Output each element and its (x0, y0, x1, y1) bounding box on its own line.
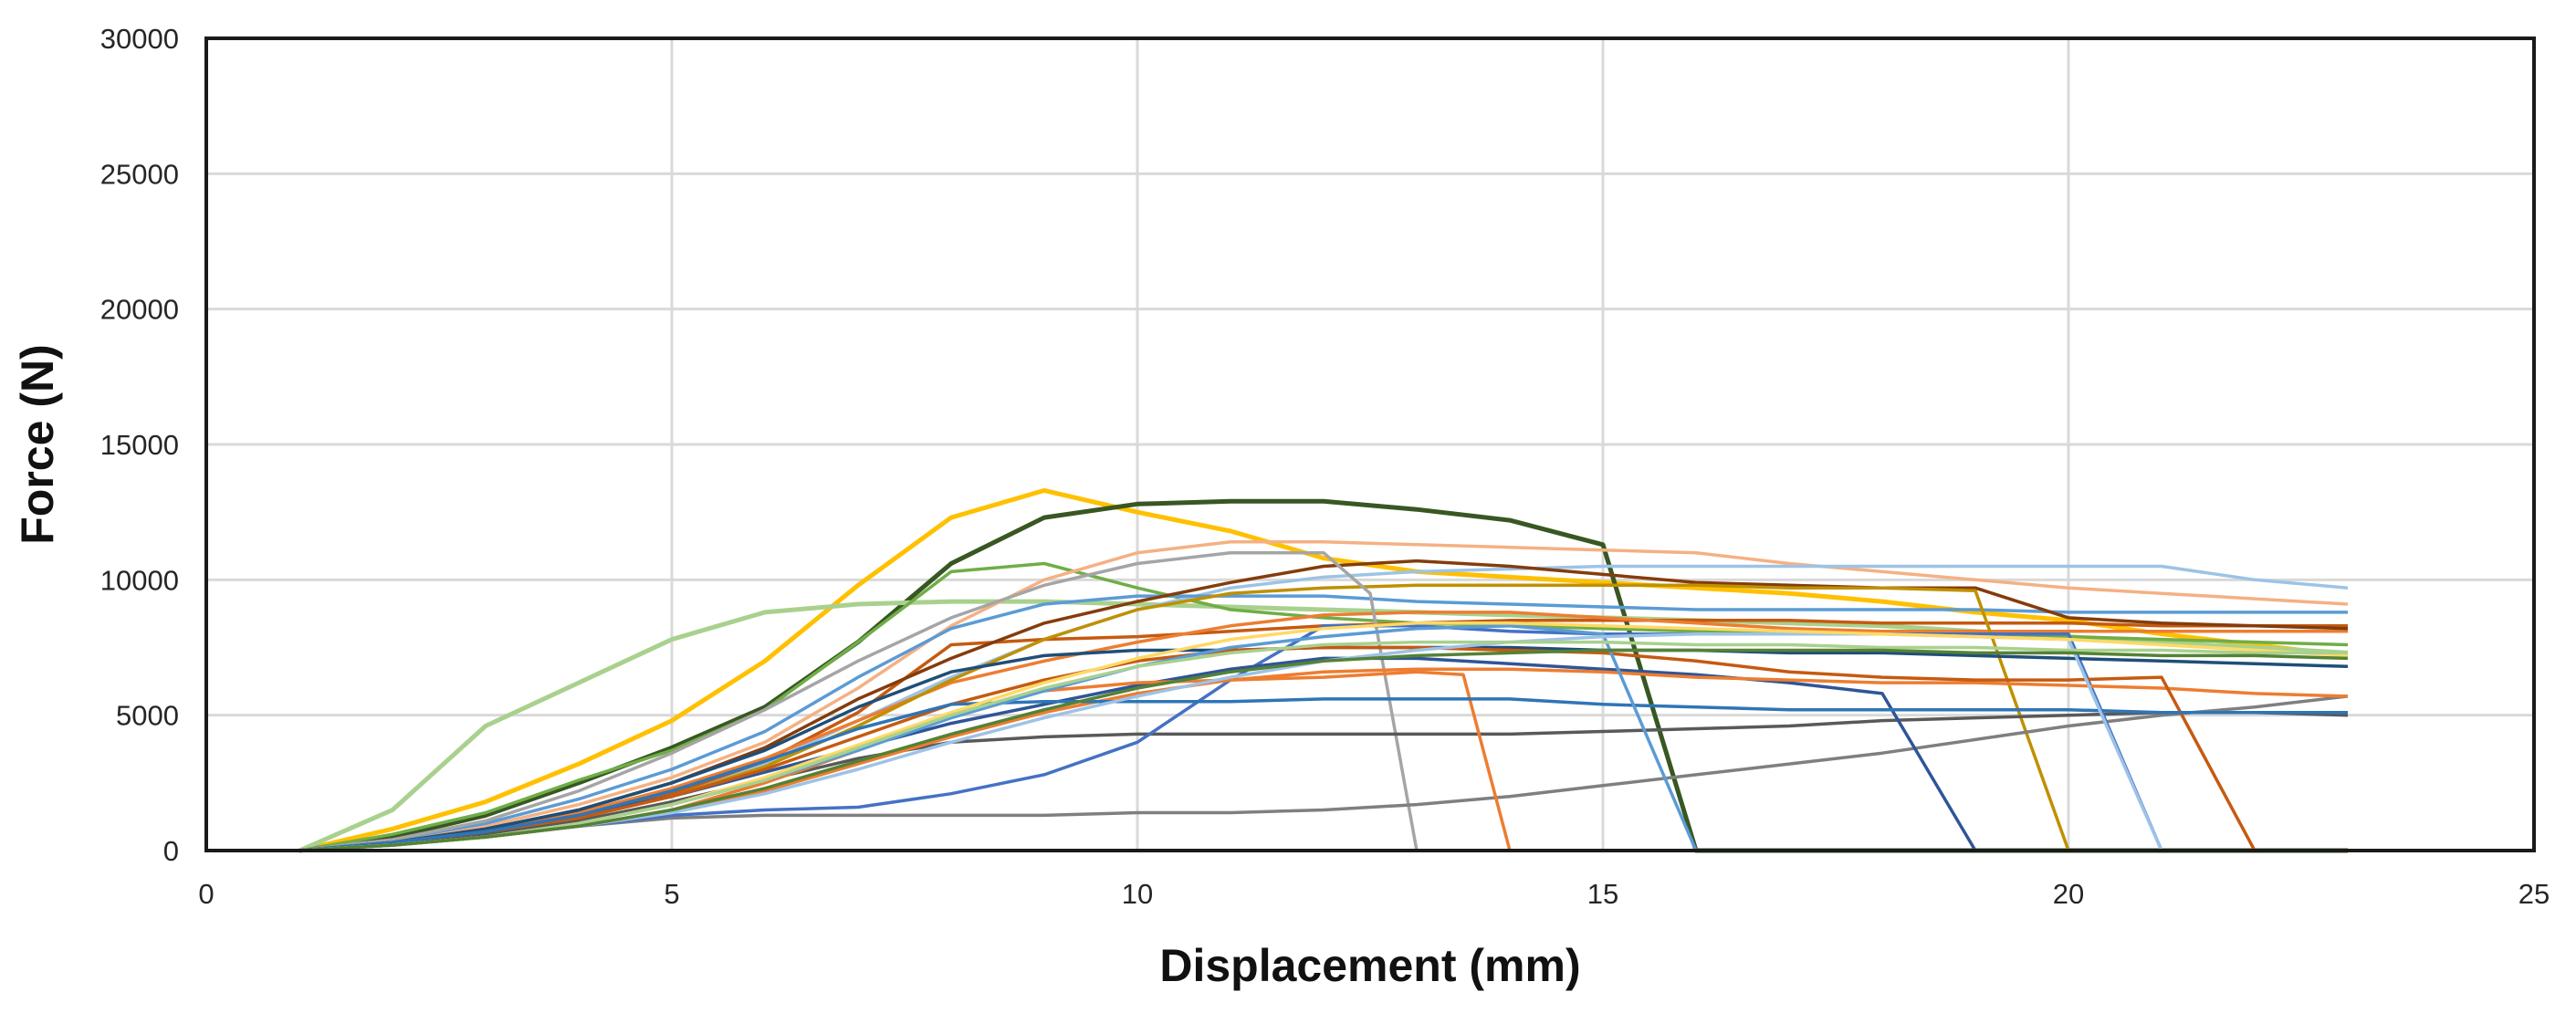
series-line-16 (298, 656, 2348, 852)
y-axis-title: Force (N) (12, 344, 63, 544)
plot-area-border (204, 37, 2536, 852)
series-line-5 (298, 540, 2349, 852)
x-tick-label: 20 (2053, 878, 2084, 910)
series-line-25 (298, 640, 2348, 852)
x-axis-title: Displacement (mm) (1159, 940, 1580, 991)
x-tick-label: 5 (664, 878, 679, 910)
series-line-2 (298, 498, 2348, 853)
data-series (298, 487, 2349, 853)
series-line-12 (298, 550, 2348, 852)
series-line-9 (298, 611, 2348, 852)
x-tick-label: 10 (1122, 878, 1153, 910)
series-line-26 (298, 648, 2349, 852)
series-line-20 (298, 645, 2348, 852)
y-axis-tick-labels: 0 5000 10000 15000 20000 25000 30000 (100, 23, 179, 867)
x-axis-tick-labels: 0 5 10 15 20 25 (198, 878, 2550, 910)
series-line-7 (298, 594, 2348, 852)
series-line-21 (298, 697, 2348, 852)
series-line-1 (298, 487, 2349, 853)
y-tick-label: 15000 (100, 429, 179, 461)
gridlines (204, 37, 2536, 852)
series-line-13 (298, 694, 2349, 852)
y-tick-label: 30000 (100, 23, 179, 55)
x-tick-label: 15 (1587, 878, 1618, 910)
y-tick-label: 0 (163, 835, 179, 867)
x-tick-label: 0 (198, 878, 214, 910)
y-tick-label: 25000 (100, 158, 179, 190)
series-line-14 (298, 710, 2349, 852)
x-tick-label: 25 (2518, 878, 2550, 910)
y-tick-label: 5000 (116, 700, 179, 732)
series-line-15 (298, 624, 2348, 852)
y-tick-label: 20000 (100, 294, 179, 326)
y-tick-label: 10000 (100, 564, 179, 596)
